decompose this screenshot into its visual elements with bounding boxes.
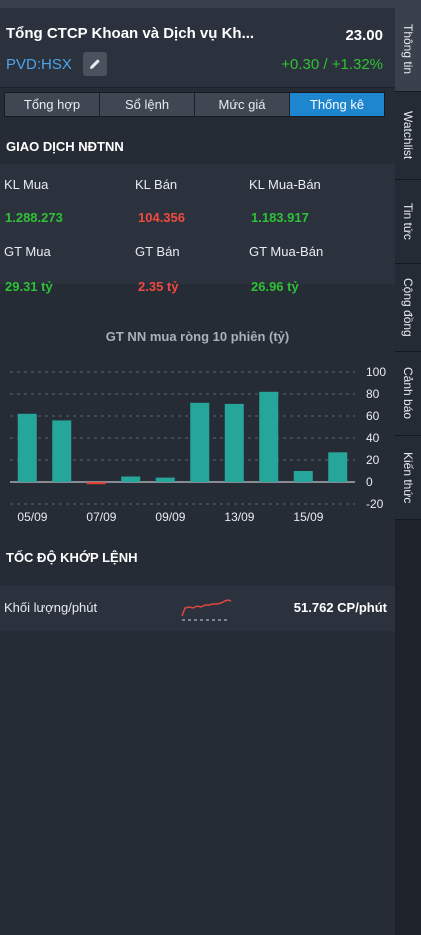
x-tick-label: 05/09	[17, 510, 47, 524]
chart-bar	[190, 402, 210, 482]
chart-bar	[121, 476, 141, 482]
tab-so-lenh[interactable]: Sổ lệnh	[100, 93, 195, 116]
sidebar-tab-tin-tuc[interactable]: Tin tức	[395, 180, 421, 264]
tab-bar: Tổng hợp Sổ lệnh Mức giá Thống kê	[4, 92, 385, 117]
kl-sell-value: 104.356	[138, 210, 185, 225]
gt-buy-value: 29.31 tỷ	[5, 279, 53, 294]
company-name: Tổng CTCP Khoan và Dịch vụ Kh...	[6, 25, 255, 42]
match-speed-row: Khối lượng/phút 51.762 CP/phút	[0, 586, 395, 631]
y-tick-label: 100	[366, 365, 386, 379]
y-tick-label: 40	[366, 431, 380, 445]
edit-button[interactable]	[83, 52, 107, 76]
kl-sell-label: KL Bán	[135, 177, 178, 192]
chart-bar	[155, 477, 175, 482]
y-tick-label: 60	[366, 409, 380, 423]
volume-sparkline	[181, 599, 232, 621]
stock-header: Tổng CTCP Khoan và Dịch vụ Kh... 23.00 P…	[0, 8, 395, 88]
gt-sell-value: 2.35 tỷ	[138, 279, 179, 294]
stock-panel: Tổng CTCP Khoan và Dịch vụ Kh... 23.00 P…	[0, 8, 395, 935]
gt-sell-label: GT Bán	[135, 244, 180, 259]
x-tick-label: 09/09	[155, 510, 185, 524]
kl-net-value: 1.183.917	[251, 210, 309, 225]
volume-per-minute-label: Khối lượng/phút	[4, 600, 98, 615]
right-sidebar: Thông tin Watchlist Tin tức Cộng đồng Cả…	[395, 8, 421, 935]
chart-bar	[293, 471, 313, 482]
kl-buy-value: 1.288.273	[5, 210, 63, 225]
chart-bar	[86, 482, 106, 485]
chart-bar	[52, 420, 72, 482]
sidebar-tab-watchlist[interactable]: Watchlist	[395, 92, 421, 180]
y-tick-label: 20	[366, 453, 380, 467]
sidebar-tab-canh-bao[interactable]: Cảnh báo	[395, 352, 421, 436]
y-tick-label: 80	[366, 387, 380, 401]
x-tick-label: 15/09	[293, 510, 323, 524]
sidebar-tab-kien-thuc[interactable]: Kiến thức	[395, 436, 421, 520]
x-tick-label: 07/09	[86, 510, 116, 524]
stock-symbol[interactable]: PVD:HSX	[6, 56, 72, 73]
chart-bar	[17, 413, 37, 482]
kl-buy-label: KL Mua	[4, 177, 49, 192]
chart-bar	[224, 403, 244, 482]
y-tick-label: -20	[366, 497, 384, 511]
foreign-trading-stats: KL Mua KL Bán KL Mua-Bán 1.288.273 104.3…	[0, 164, 395, 284]
sidebar-tab-cong-dong[interactable]: Cộng đồng	[395, 264, 421, 352]
current-price: 23.00	[345, 27, 383, 44]
foreign-trading-title: GIAO DỊCH NĐTNN	[6, 139, 124, 154]
kl-net-label: KL Mua-Bán	[249, 177, 321, 192]
gt-net-value: 26.96 tỷ	[251, 279, 299, 294]
price-change: +0.30 / +1.32%	[281, 56, 383, 73]
x-tick-label: 13/09	[224, 510, 254, 524]
match-speed-title: TỐC ĐỘ KHỚP LỆNH	[6, 550, 138, 565]
tab-tong-hop[interactable]: Tổng hợp	[5, 93, 100, 116]
chart-bar	[328, 452, 348, 482]
chart-title: GT NN mua ròng 10 phiên (tỷ)	[105, 329, 290, 344]
tab-muc-gia[interactable]: Mức giá	[195, 93, 290, 116]
volume-per-minute-value: 51.762 CP/phút	[293, 600, 387, 615]
tab-thong-ke[interactable]: Thống kê	[290, 93, 384, 116]
sidebar-tab-thong-tin[interactable]: Thông tin	[395, 8, 421, 92]
y-tick-label: 0	[366, 475, 373, 489]
pencil-icon	[90, 59, 100, 69]
gt-net-label: GT Mua-Bán	[249, 244, 324, 259]
chart-bar	[259, 391, 279, 482]
gt-buy-label: GT Mua	[4, 244, 51, 259]
net-buy-chart: 100 80 60 40 20 0 -20 05/09 07/09 09/09 13/09 15/09	[10, 365, 386, 524]
top-bar	[0, 0, 421, 8]
